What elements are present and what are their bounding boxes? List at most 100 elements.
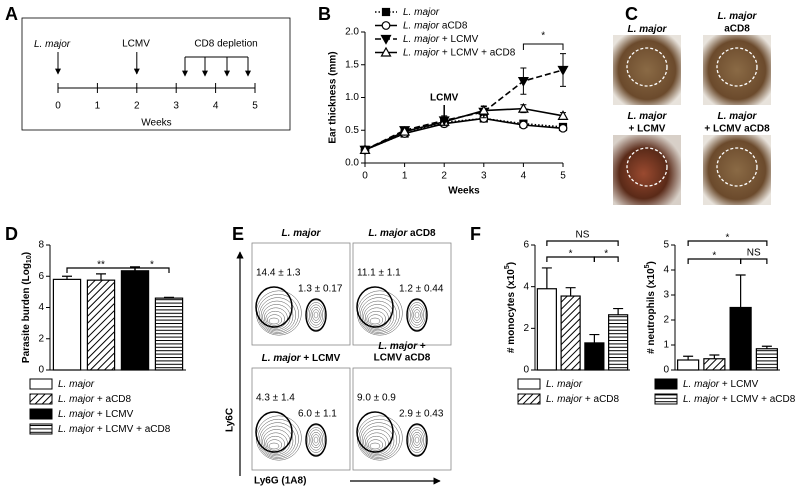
marker xyxy=(380,46,392,57)
contour xyxy=(368,314,384,326)
series-line xyxy=(364,117,564,151)
legend-swatch xyxy=(654,378,678,390)
photo-label: L. major xyxy=(718,11,758,22)
timeline-tick-label: 4 xyxy=(213,101,219,112)
y-tick-label: 4 xyxy=(523,281,529,292)
y-axis-label-part: 10 xyxy=(26,255,33,263)
bar xyxy=(584,342,605,371)
y-axis-label-part: 5 xyxy=(644,264,651,268)
lesion-outline xyxy=(716,47,758,87)
y-axis-label-part: # neutrophils (x10 xyxy=(646,268,657,354)
panel-letter: D xyxy=(5,224,18,244)
bar xyxy=(703,358,726,371)
contour xyxy=(409,304,425,326)
annotation: * xyxy=(604,249,608,260)
legend-label: L. major + LCMV xyxy=(683,379,759,390)
contour xyxy=(411,431,423,449)
legend-label: L. major xyxy=(546,379,583,390)
x-tick-label: 3 xyxy=(481,171,487,182)
legend-label: L. major xyxy=(58,379,95,390)
y-axis-label-part: # monocytes (x10 xyxy=(506,269,517,353)
legend-swatch xyxy=(29,408,53,420)
contour xyxy=(361,425,395,457)
bar xyxy=(86,279,116,371)
contour xyxy=(267,439,283,451)
marker xyxy=(399,125,411,136)
contour xyxy=(361,300,395,332)
lesion-outline xyxy=(626,47,668,87)
flow-title: LCMV aCD8 xyxy=(374,353,431,364)
error-bar xyxy=(735,274,746,308)
marker xyxy=(517,102,529,113)
contour xyxy=(413,434,421,446)
y-axis-label: # monocytes (x105) xyxy=(504,262,517,353)
y-tick-label: 4 xyxy=(663,265,669,276)
contour xyxy=(260,300,294,332)
y-axis-label: Ear thickness (mm) xyxy=(328,51,339,143)
panel-letter: B xyxy=(318,4,331,24)
lesion-outline xyxy=(716,147,758,187)
legend-swatch xyxy=(517,378,541,390)
gate xyxy=(406,298,428,332)
timeline-tick-label: 0 xyxy=(55,101,61,112)
timeline-label: L. major xyxy=(34,39,71,50)
contour xyxy=(313,436,319,444)
y-tick-label: 4 xyxy=(38,302,44,313)
photo xyxy=(613,135,681,205)
bar xyxy=(52,278,82,371)
contour xyxy=(414,311,420,319)
contour xyxy=(408,427,426,453)
legend-label: L. major + LCMV xyxy=(58,409,134,420)
flow-stat: 14.4 ± 1.3 xyxy=(256,268,301,279)
panel-letter: A xyxy=(5,4,18,24)
y-tick-label: 2 xyxy=(523,323,529,334)
significance-bracket xyxy=(134,267,170,273)
contour xyxy=(263,432,288,454)
marker xyxy=(380,34,392,45)
bar xyxy=(729,306,752,371)
y-axis-label-part: ) xyxy=(506,262,517,265)
y-axis-label-part: ) xyxy=(21,252,32,255)
marker xyxy=(381,7,391,17)
y-axis-label-part: 5 xyxy=(504,265,511,269)
contour xyxy=(310,306,322,324)
legend-label: L. major + aCD8 xyxy=(546,394,620,405)
y-tick-label: 0.0 xyxy=(345,158,359,169)
x-tick-label: 2 xyxy=(441,171,447,182)
error-bar xyxy=(589,333,600,343)
y-axis-label: Parasite burden (Log10) xyxy=(21,252,33,363)
contour xyxy=(360,297,398,333)
significance-bracket xyxy=(522,43,564,50)
contour xyxy=(312,309,320,321)
legend-swatch xyxy=(29,423,53,435)
contour xyxy=(364,307,389,329)
annotation: NS xyxy=(576,230,590,241)
flow-stat: 1.3 ± 0.17 xyxy=(298,284,343,295)
photo xyxy=(613,35,681,105)
annotation: ** xyxy=(97,260,105,271)
contour xyxy=(364,432,389,454)
flow-stat: 9.0 ± 0.9 xyxy=(357,393,396,404)
error-bar xyxy=(565,287,576,297)
bar xyxy=(608,314,629,371)
contour xyxy=(308,304,324,326)
marker xyxy=(558,123,568,133)
photo-label: + LCMV aCD8 xyxy=(704,124,770,135)
legend-swatch xyxy=(654,393,678,405)
gate xyxy=(356,411,394,453)
flow-x-label: Ly6G (1A8) xyxy=(254,476,306,487)
flow-title: L. major + xyxy=(378,341,426,352)
marker xyxy=(519,120,528,130)
photo xyxy=(703,35,771,105)
significance-bracket xyxy=(687,240,768,246)
y-tick-label: 2 xyxy=(663,315,669,326)
gate xyxy=(305,423,327,457)
marker xyxy=(381,21,391,30)
flow-y-label: Ly6C xyxy=(225,408,236,432)
y-tick-label: 0 xyxy=(523,365,529,376)
marker xyxy=(557,110,569,120)
annotation: * xyxy=(541,31,545,42)
series-line xyxy=(364,117,564,151)
flow-stat: 4.3 ± 1.4 xyxy=(256,393,295,404)
significance-bracket xyxy=(593,256,619,262)
